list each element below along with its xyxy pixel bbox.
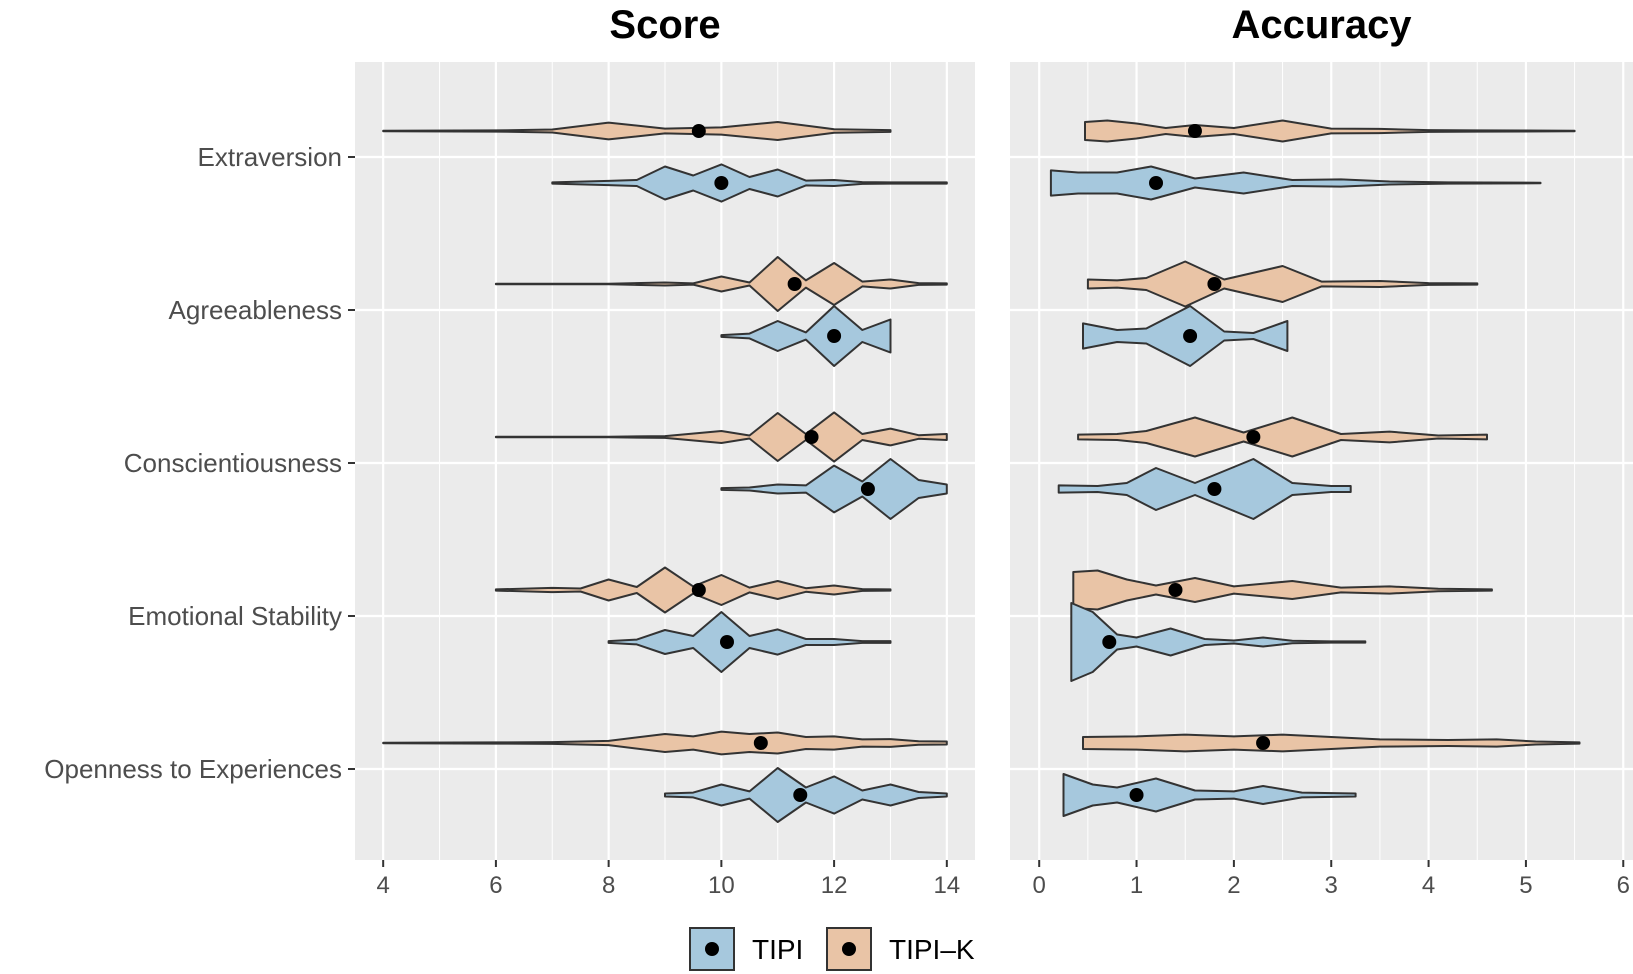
- score-tick-label: 14: [933, 872, 960, 899]
- mean-point-score-conscientiousness-tipi: [860, 482, 875, 496]
- accuracy-tick-label: 1: [1130, 872, 1143, 899]
- accuracy-panel: 0 1 2 3 4 5 6 Accuracy: [1010, 3, 1633, 899]
- violin-score-extraversion-tipi: [551, 163, 948, 203]
- mean-point-score-extraversion-tipi: [714, 176, 729, 190]
- category-label-agreeableness: Agreeableness: [169, 295, 342, 325]
- category-label-conscientiousness: Conscientiousness: [124, 448, 342, 478]
- mean-point-score-emotional-stability-tipi: [720, 635, 734, 649]
- score-tick-label: 4: [377, 872, 390, 899]
- mean-point-score-agreeableness-tipi: [827, 329, 842, 343]
- accuracy-tick-label: 2: [1227, 872, 1240, 899]
- legend-point-tipi: [705, 942, 719, 956]
- accuracy-panel-background: [1010, 62, 1633, 860]
- mean-point-score-conscientiousness-tipi-k: [804, 430, 819, 444]
- violin-score-openness-to-experiences-tipi-k: [382, 730, 948, 756]
- mean-point-accuracy-extraversion-tipi-k: [1187, 124, 1202, 138]
- score-tick-label: 12: [821, 872, 848, 899]
- violin-score-agreeableness-tipi-k: [494, 256, 948, 312]
- accuracy-tick-label: 4: [1422, 872, 1435, 899]
- mean-point-score-openness-to-experiences-tipi: [793, 788, 808, 802]
- accuracy-tick-label: 0: [1033, 872, 1046, 899]
- violin-accuracy-emotional-stability-tipi: [1070, 602, 1367, 682]
- category-label-openness-to-experiences: Openness to Experiences: [44, 754, 342, 784]
- accuracy-panel-title: Accuracy: [1231, 3, 1412, 47]
- mean-point-accuracy-emotional-stability-tipi-k: [1168, 583, 1183, 597]
- mean-point-accuracy-agreeableness-tipi: [1183, 329, 1198, 343]
- score-tick-label: 8: [602, 872, 615, 899]
- legend-point-tipi-k: [842, 942, 856, 956]
- violin-accuracy-openness-to-experiences-tipi: [1062, 773, 1357, 817]
- mean-point-accuracy-conscientiousness-tipi: [1207, 482, 1222, 496]
- accuracy-tick-label: 5: [1519, 872, 1532, 899]
- violin-score-emotional-stability-tipi: [607, 611, 892, 673]
- violin-score-conscientiousness-tipi: [720, 458, 948, 520]
- violin-accuracy-agreeableness-tipi-k: [1086, 260, 1479, 308]
- category-label-emotional-stability: Emotional Stability: [128, 601, 342, 631]
- violin-score-agreeableness-tipi: [720, 305, 892, 367]
- mean-point-accuracy-extraversion-tipi: [1149, 176, 1164, 190]
- score-tick-label: 10: [708, 872, 735, 899]
- score-tick-label: 6: [489, 872, 502, 899]
- mean-point-accuracy-conscientiousness-tipi-k: [1246, 430, 1261, 444]
- violin-accuracy-conscientiousness-tipi-k: [1077, 416, 1488, 458]
- mean-point-score-openness-to-experiences-tipi-k: [753, 736, 768, 750]
- mean-point-accuracy-openness-to-experiences-tipi: [1129, 788, 1144, 802]
- mean-point-accuracy-emotional-stability-tipi: [1102, 635, 1117, 649]
- violin-accuracy-openness-to-experiences-tipi-k: [1082, 733, 1581, 753]
- category-label-extraversion: Extraversion: [198, 142, 343, 172]
- mean-point-score-emotional-stability-tipi-k: [691, 583, 706, 597]
- legend-label-tipi: TIPI: [752, 934, 803, 965]
- accuracy-tick-label: 3: [1325, 872, 1338, 899]
- score-panel-title: Score: [609, 3, 720, 47]
- mean-point-score-extraversion-tipi-k: [691, 124, 706, 138]
- mean-point-score-agreeableness-tipi-k: [787, 277, 802, 291]
- violin-accuracy-extraversion-tipi: [1049, 165, 1542, 201]
- violin-accuracy-conscientiousness-tipi: [1057, 458, 1352, 520]
- legend-key-tipi: TIPI: [689, 927, 803, 971]
- mean-point-accuracy-agreeableness-tipi-k: [1207, 277, 1222, 291]
- violin-accuracy-emotional-stability-tipi-k: [1072, 569, 1493, 611]
- violin-score-conscientiousness-tipi-k: [494, 411, 948, 463]
- accuracy-tick-label: 6: [1617, 872, 1630, 899]
- score-panel: 4 6 8 10 12 14 Score: [355, 3, 975, 899]
- legend: TIPI TIPI–K: [689, 927, 975, 971]
- violin-score-extraversion-tipi-k: [382, 121, 892, 141]
- mean-point-accuracy-openness-to-experiences-tipi-k: [1256, 736, 1271, 750]
- legend-label-tipi-k: TIPI–K: [889, 934, 975, 965]
- legend-key-tipi-k: TIPI–K: [826, 927, 975, 971]
- category-labels: Extraversion Agreeableness Conscientiousne…: [44, 142, 355, 784]
